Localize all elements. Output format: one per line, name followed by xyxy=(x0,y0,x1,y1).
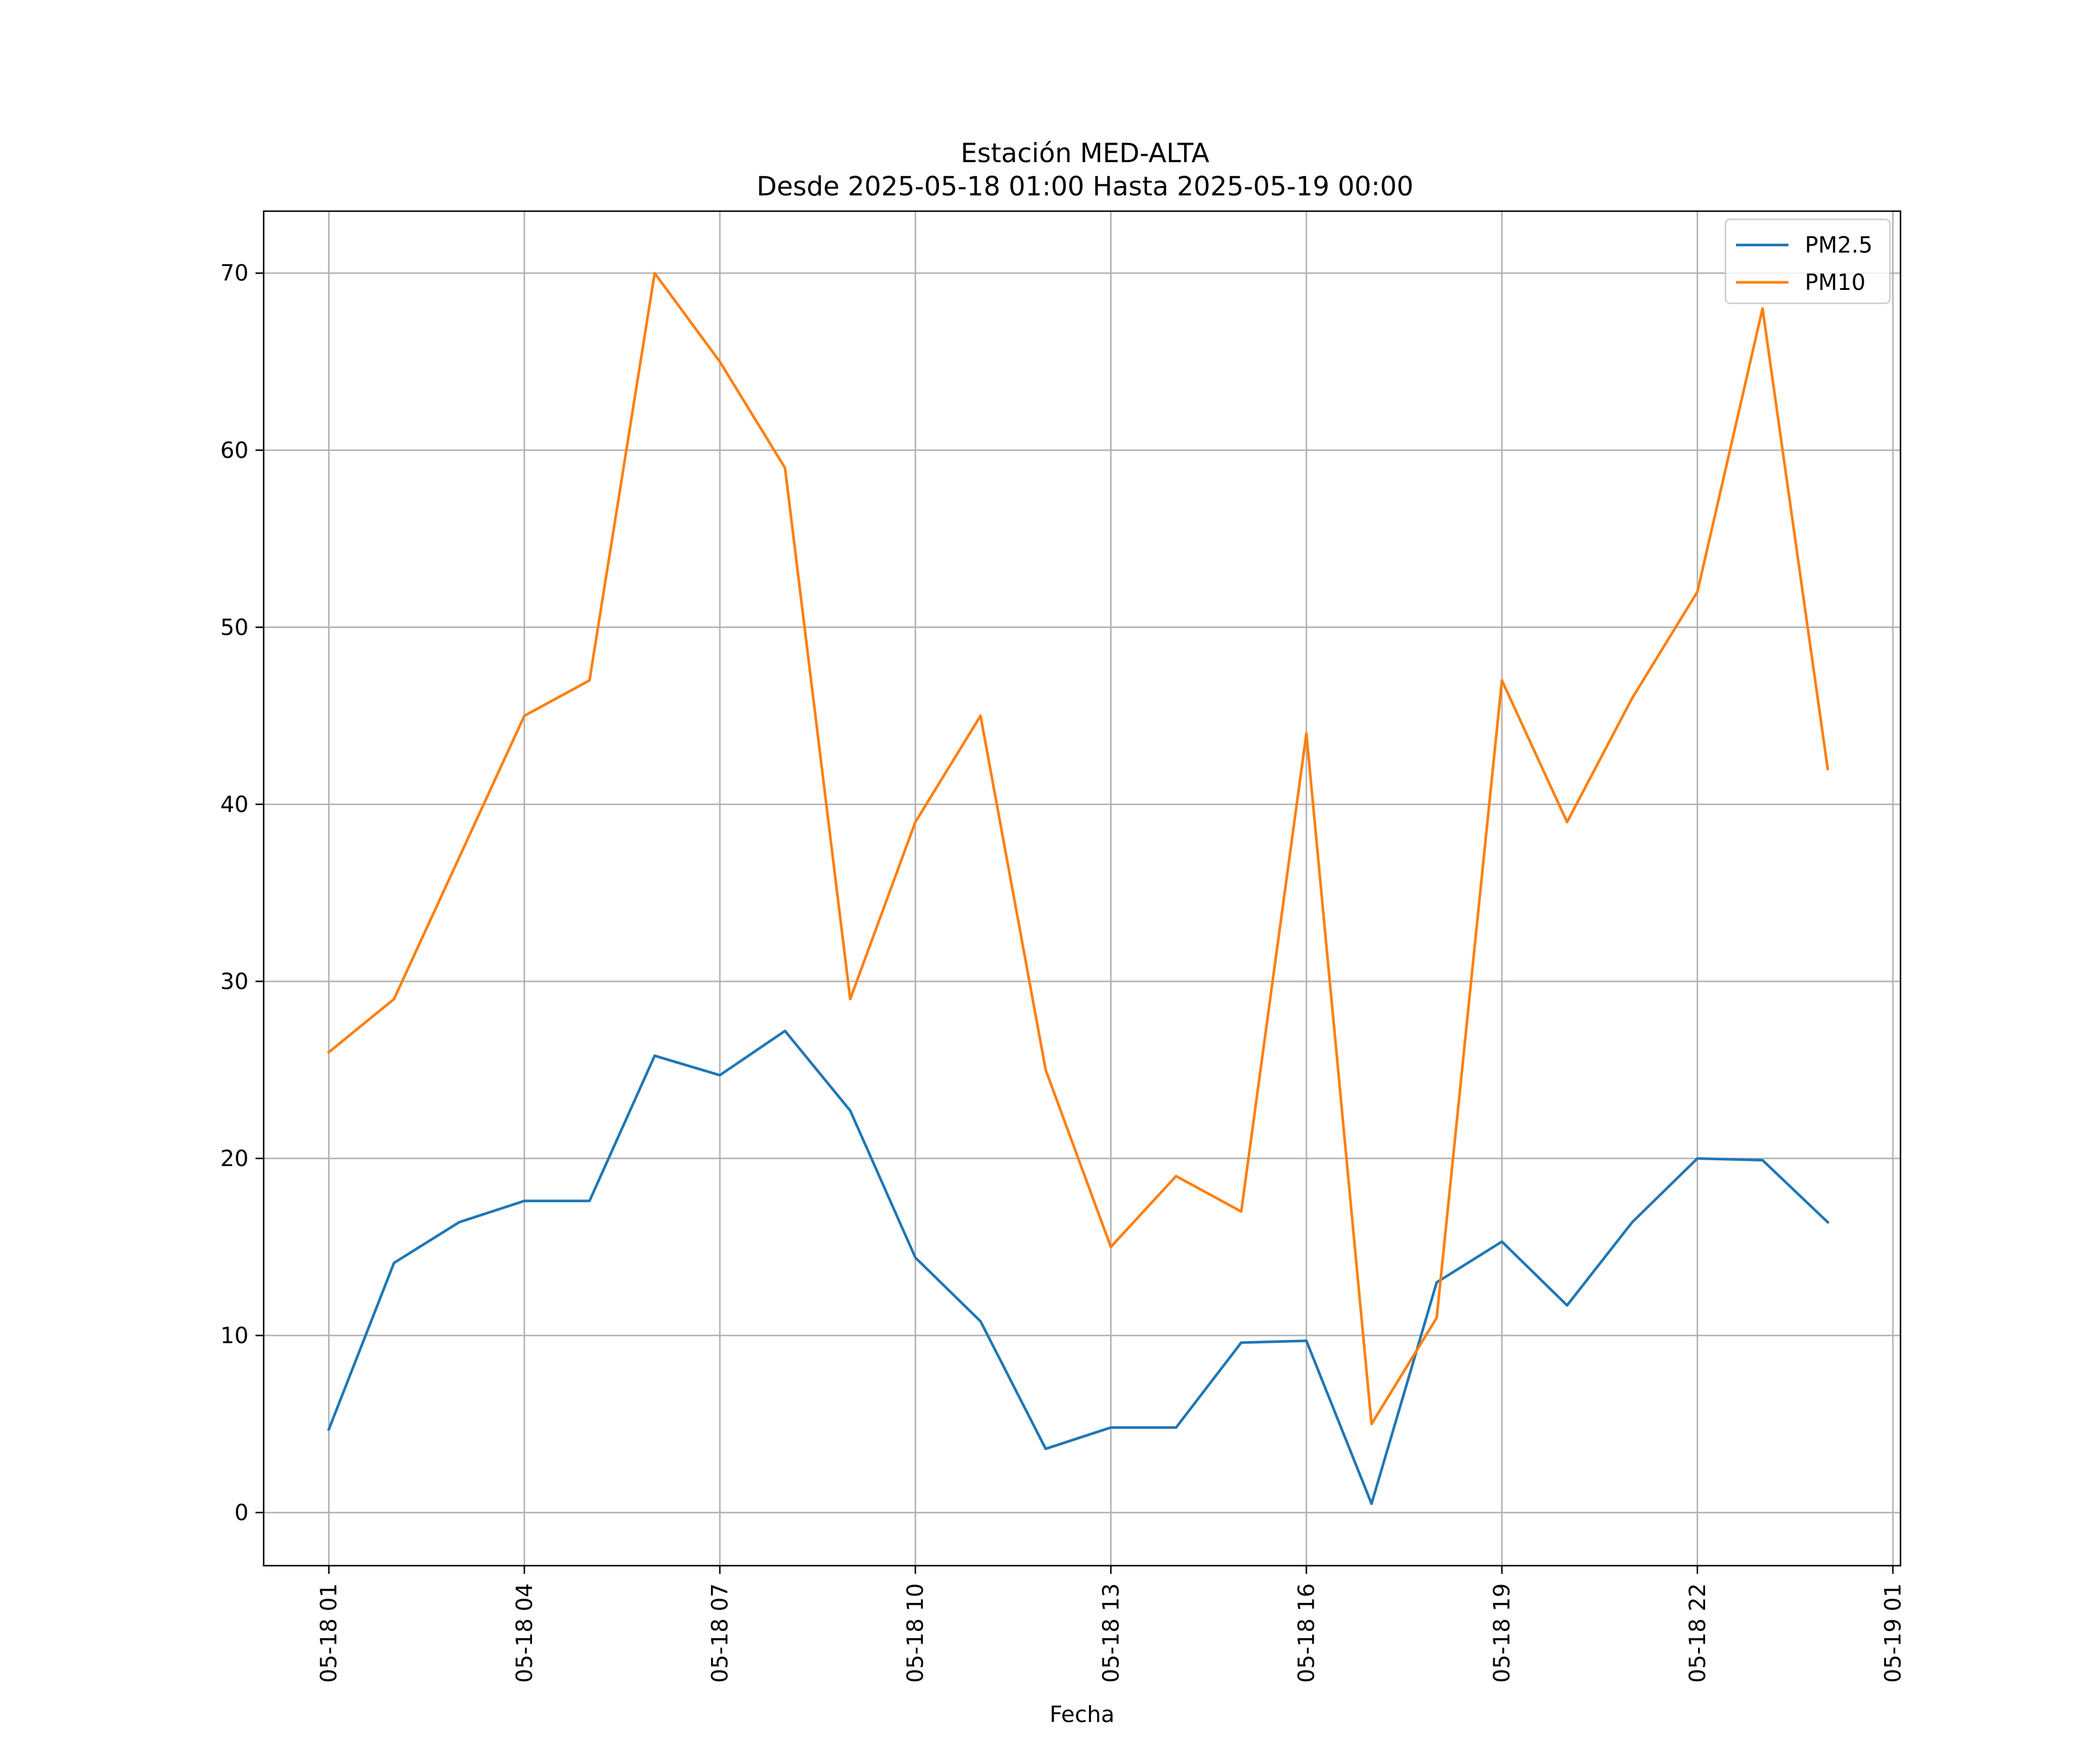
x-tick-label: 05-18 22 xyxy=(1685,1583,1710,1683)
series-line-pm2-5 xyxy=(327,1030,1830,1506)
chart-title: Estación MED-ALTA xyxy=(961,138,1210,169)
series-group xyxy=(327,271,1830,1506)
x-tick-label: 05-18 19 xyxy=(1489,1583,1515,1683)
x-tick-label: 05-18 07 xyxy=(707,1583,733,1683)
y-tick-label: 0 xyxy=(235,1500,249,1525)
chart-subtitle: Desde 2025-05-18 01:00 Hasta 2025-05-19 … xyxy=(757,171,1413,202)
x-tick-label: 05-18 13 xyxy=(1098,1583,1124,1683)
y-tick-label: 20 xyxy=(220,1146,249,1171)
y-tick-label: 70 xyxy=(220,260,249,286)
y-tick-label: 60 xyxy=(220,438,249,463)
series-line-pm10 xyxy=(327,271,1829,1426)
x-tick-label: 05-19 01 xyxy=(1880,1583,1906,1683)
x-tick-label: 05-18 01 xyxy=(316,1583,342,1683)
legend-label: PM2.5 xyxy=(1805,232,1873,258)
y-tick-label: 50 xyxy=(220,614,249,640)
axis-ticks: 05-18 01 05-18 04 05-18 07 05-18 10 05-18 13… xyxy=(220,260,1906,1683)
legend-label: PM10 xyxy=(1805,270,1866,295)
x-axis-label: Fecha xyxy=(1049,1702,1114,1727)
legend: PM2.5 PM10 xyxy=(1724,218,1891,304)
y-tick-label: 40 xyxy=(220,792,249,817)
y-tick-label: 10 xyxy=(220,1322,249,1348)
grid xyxy=(264,211,1901,1566)
x-tick-label: 05-18 04 xyxy=(512,1583,537,1683)
x-tick-label: 05-18 16 xyxy=(1293,1583,1319,1683)
x-tick-label: 05-18 10 xyxy=(902,1583,928,1683)
plot-frame xyxy=(262,210,1902,1567)
y-tick-label: 30 xyxy=(220,968,249,994)
